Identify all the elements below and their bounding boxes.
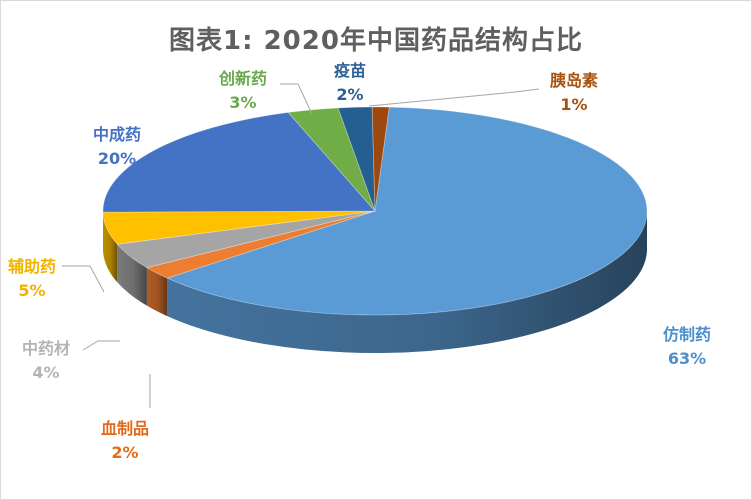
slice-name-label-3: 辅助药 — [8, 257, 56, 276]
leader-line-3 — [62, 265, 105, 293]
slice-value-label-2: 4% — [32, 363, 59, 382]
leader-lines — [62, 83, 540, 408]
slice-name-label-0: 仿制药 — [663, 325, 711, 344]
slice-name-label-6: 疫苗 — [334, 61, 366, 80]
leader-line-7 — [368, 88, 540, 107]
pie-slice-7 — [371, 106, 390, 212]
pie-side-shade-0 — [167, 211, 647, 353]
slice-labels: 仿制药 63% 血制品 2% 中药材 4% 辅助药 5% 中成药 20% 创新药 3% 疫苗 2% 胰岛素 1… — [8, 61, 711, 462]
slice-value-label-4: 20% — [98, 149, 136, 168]
pie-side-shade-3 — [103, 212, 118, 283]
pie-slices — [102, 106, 648, 316]
pie-slice-5 — [287, 107, 376, 212]
slice-value-label-5: 3% — [229, 93, 256, 112]
pie-slice-0 — [166, 106, 648, 316]
slice-value-label-6: 2% — [336, 85, 363, 104]
slice-name-label-1: 血制品 — [101, 419, 149, 438]
pie-slice-3 — [102, 210, 376, 245]
slice-value-label-0: 63% — [668, 349, 706, 368]
chart-title: 图表1: 2020年中国药品结构占比 — [169, 26, 583, 56]
slice-value-label-3: 5% — [18, 281, 45, 300]
pie-side-shade-2 — [117, 244, 147, 306]
slice-name-label-2: 中药材 — [22, 339, 70, 358]
leader-line-2 — [82, 340, 120, 351]
pie-slice-1 — [145, 210, 376, 279]
pie-slice-4 — [102, 112, 376, 213]
slice-value-label-1: 2% — [111, 443, 138, 462]
pie-slice-6 — [337, 106, 376, 212]
slice-value-label-7: 1% — [560, 95, 587, 114]
slice-name-label-7: 胰岛素 — [550, 71, 598, 90]
pie-slice-2 — [116, 210, 376, 269]
slice-name-label-5: 创新药 — [218, 69, 267, 88]
leader-line-5 — [280, 83, 313, 115]
pie-sides — [103, 211, 647, 353]
pie-side-shade-1 — [146, 267, 168, 317]
slice-name-label-4: 中成药 — [93, 125, 141, 144]
